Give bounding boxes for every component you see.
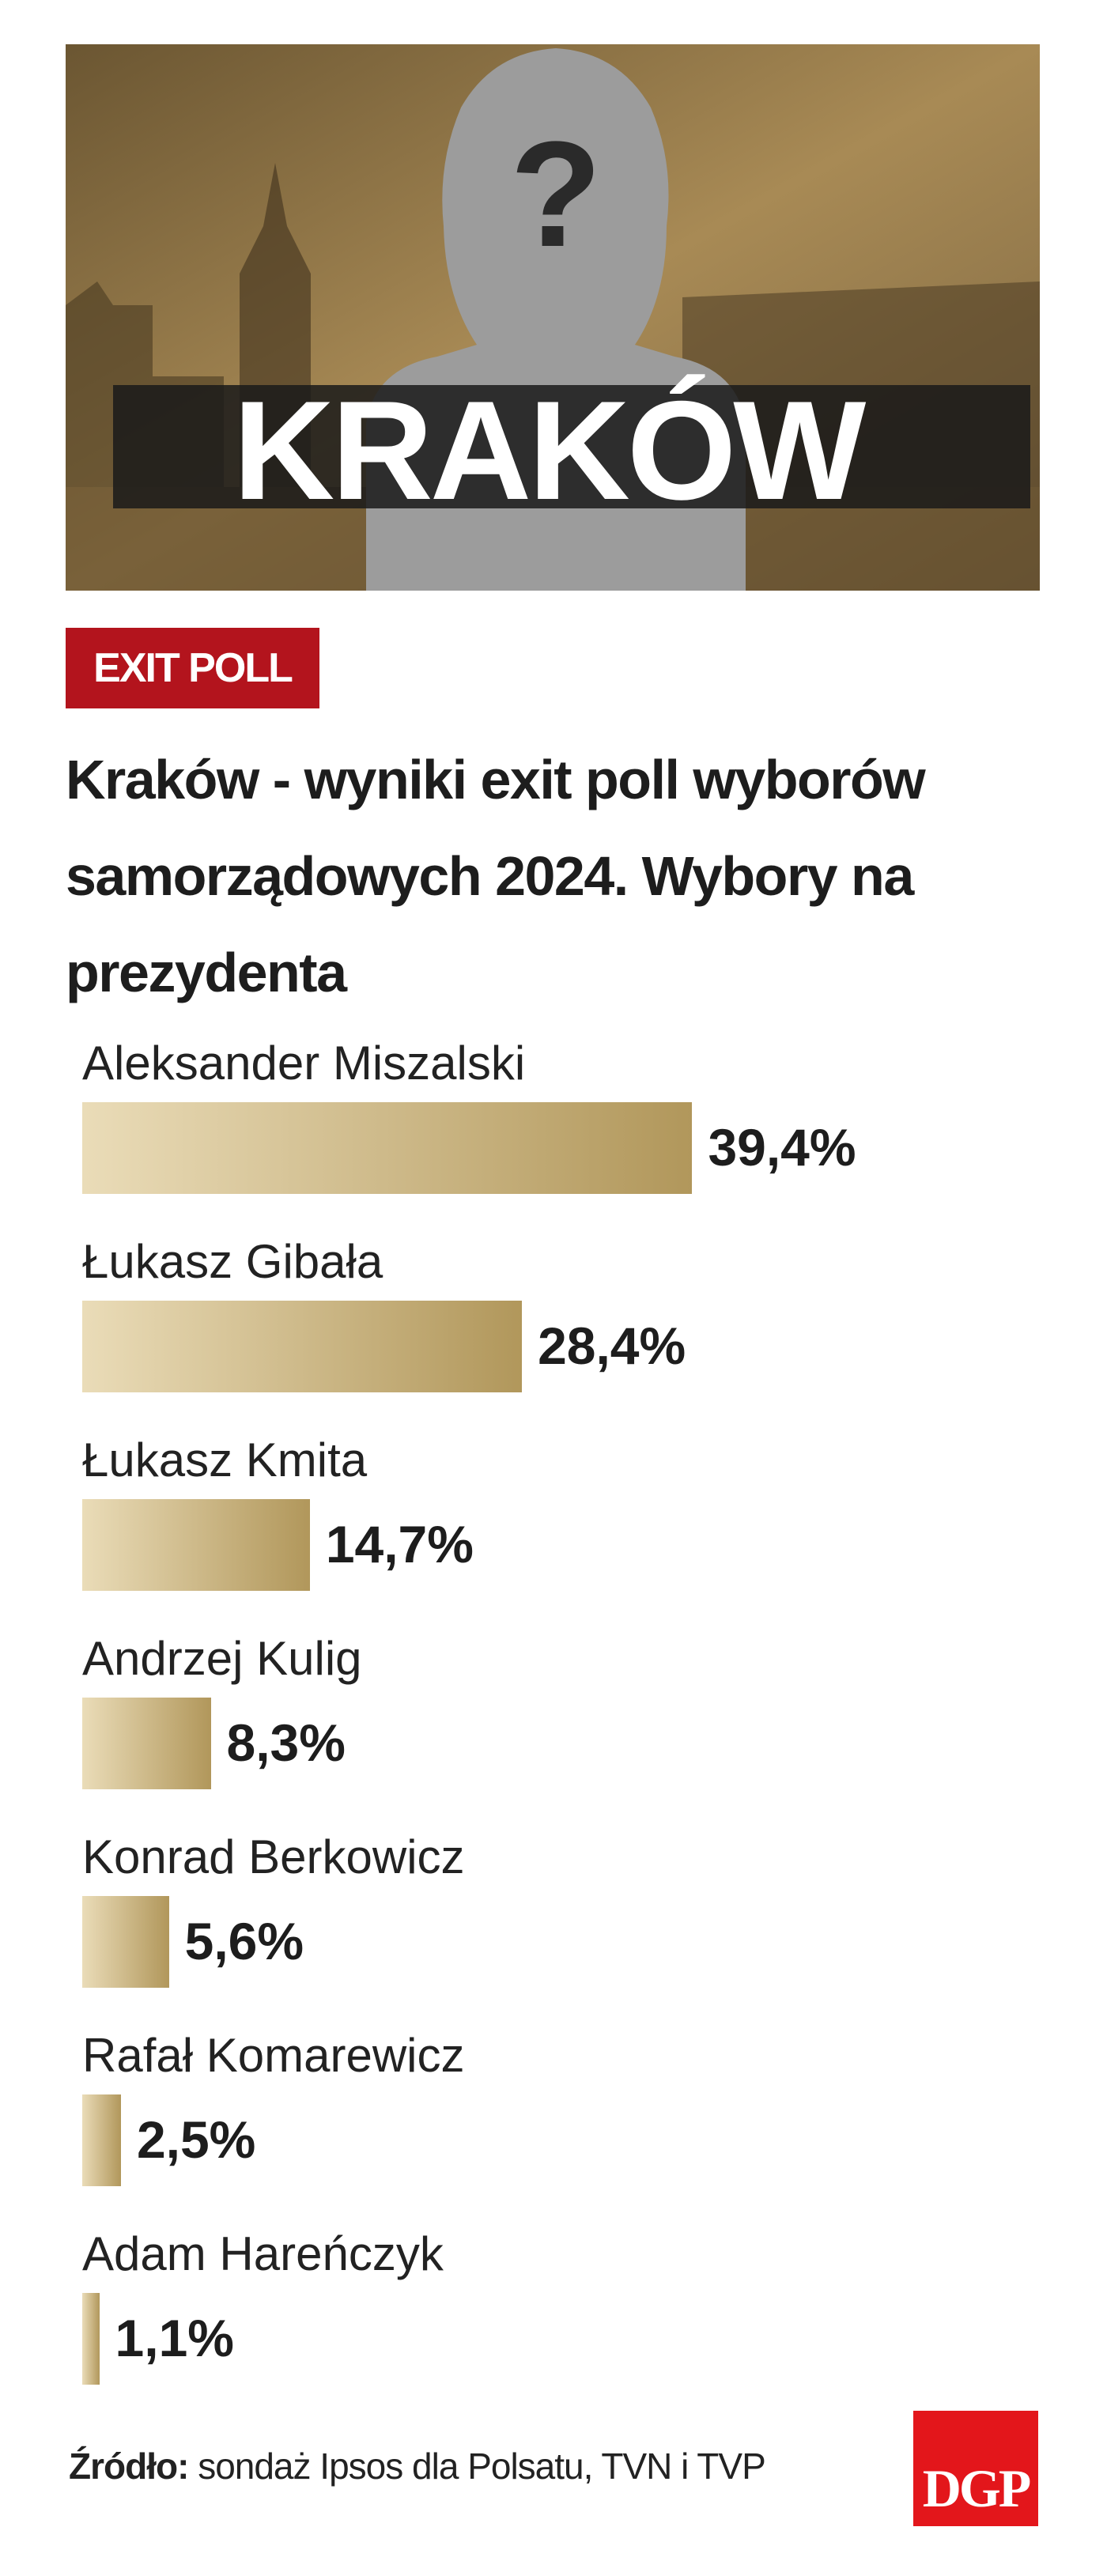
category-label: Łukasz Gibała — [82, 1235, 383, 1288]
value-label: 1,1% — [115, 2309, 234, 2367]
source: Źródło: sondaż Ipsos dla Polsatu, TVN i … — [69, 2445, 766, 2487]
hero-symbol: ? — [510, 111, 602, 278]
bar — [82, 2094, 121, 2186]
source-text: sondaż Ipsos dla Polsatu, TVN i TVP — [198, 2446, 766, 2487]
category-label: Aleksander Miszalski — [82, 1037, 526, 1090]
value-label: 39,4% — [708, 1118, 856, 1177]
logo: DGP — [913, 2411, 1038, 2526]
category-label: Adam Hareńczyk — [82, 2227, 444, 2280]
value-label: 8,3% — [226, 1713, 346, 1772]
bar — [82, 1102, 693, 1194]
hero-image: ? KRAKÓW — [66, 44, 1040, 591]
category-label: Konrad Berkowicz — [82, 1830, 465, 1883]
source-label: Źródło: — [69, 2446, 189, 2487]
chart-title: Kraków - wyniki exit poll wyborów samorz… — [66, 749, 926, 1003]
value-label: 2,5% — [136, 2110, 256, 2169]
bar — [82, 1896, 169, 1988]
value-label: 5,6% — [184, 1912, 304, 1970]
badge: EXIT POLL — [66, 628, 319, 708]
bar — [82, 2293, 100, 2385]
bar — [82, 1698, 211, 1789]
bar — [82, 1301, 523, 1392]
value-label: 14,7% — [325, 1515, 474, 1573]
category-label: Rafał Komarewicz — [82, 2029, 465, 2082]
category-label: Łukasz Kmita — [82, 1433, 368, 1486]
bar — [82, 1499, 310, 1591]
category-label: Andrzej Kulig — [82, 1632, 362, 1685]
value-label: 28,4% — [538, 1316, 686, 1375]
hero-label: KRAKÓW — [233, 372, 867, 529]
